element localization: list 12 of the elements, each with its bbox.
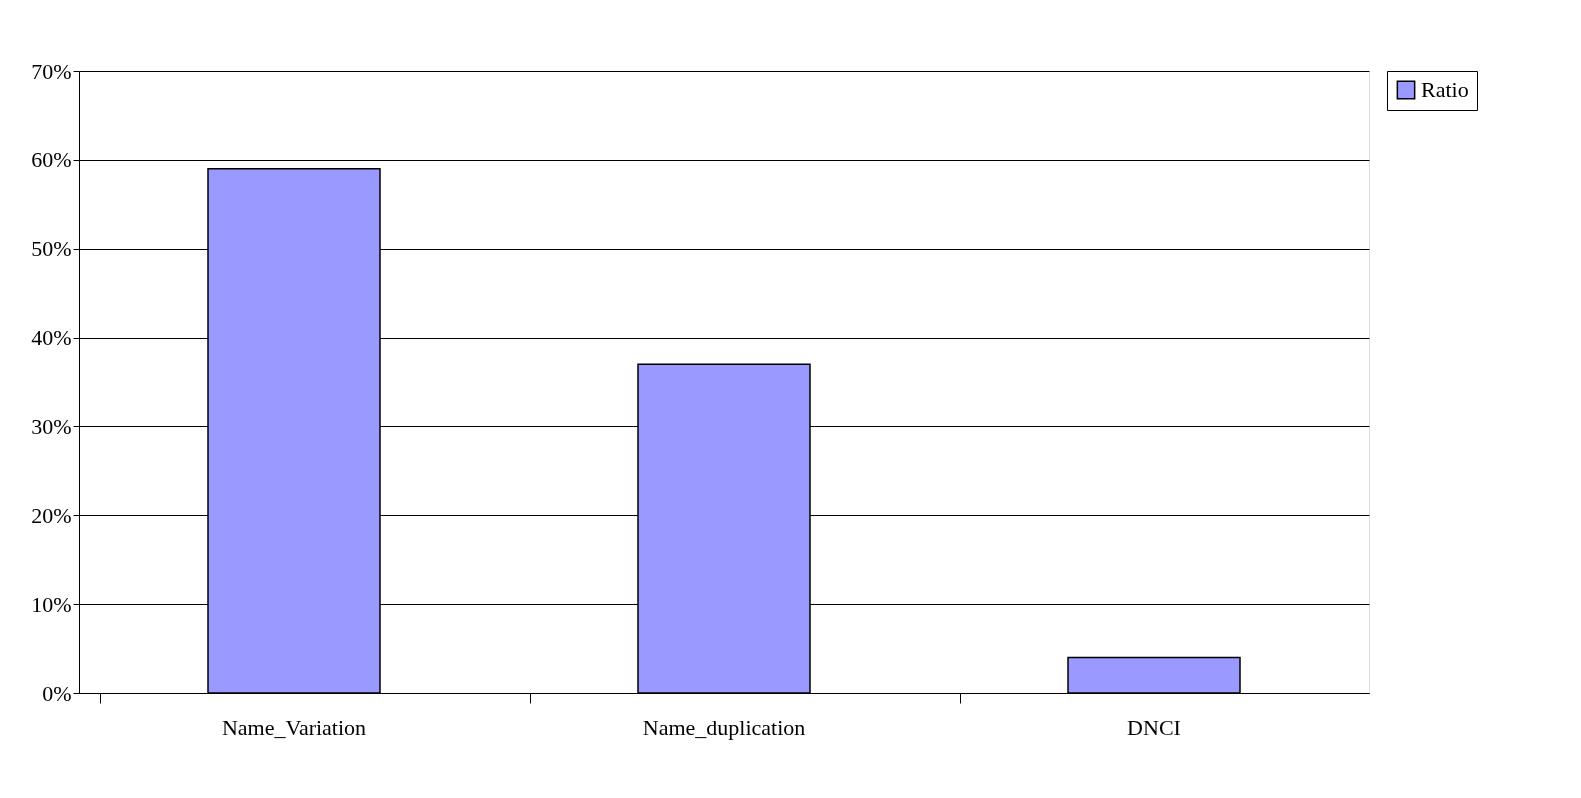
y-tick-label: 50%: [31, 236, 72, 262]
x-tick-label: Name_Variation: [221, 714, 367, 740]
y-tick-label: 20%: [31, 502, 72, 528]
y-tick-label: 60%: [31, 147, 72, 173]
x-tick-label: Name_duplication: [642, 714, 806, 740]
y-tick-label: 0%: [42, 680, 72, 706]
y-tick-label: 30%: [31, 413, 72, 439]
legend-label: Ratio: [1421, 77, 1469, 102]
x-tick-label: DNCI: [1127, 714, 1181, 740]
y-tick-label: 40%: [31, 325, 72, 351]
y-tick-label: 10%: [31, 591, 72, 617]
y-tick-label: 70%: [31, 58, 72, 84]
